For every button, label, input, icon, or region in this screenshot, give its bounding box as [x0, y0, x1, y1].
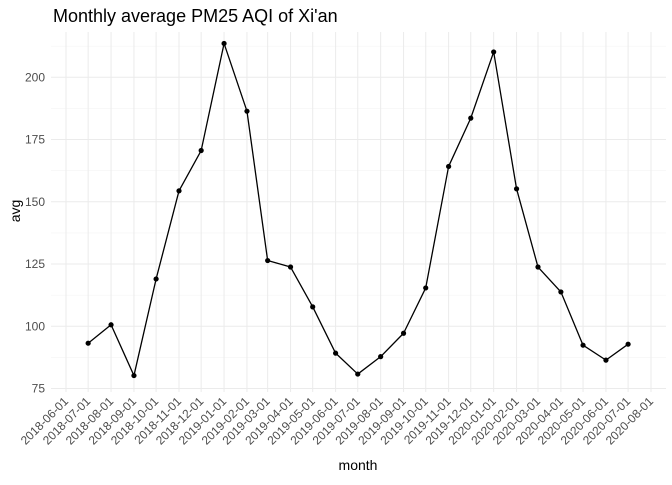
y-tick-label: 150	[25, 195, 45, 209]
data-point	[580, 342, 586, 348]
data-point	[287, 264, 294, 270]
grid-lines	[51, 32, 666, 392]
data-point	[221, 40, 227, 47]
data-point	[558, 289, 564, 295]
data-point	[446, 163, 452, 170]
y-tick-label: 125	[25, 257, 45, 271]
data-point	[535, 264, 541, 270]
data-point	[355, 371, 361, 377]
data-point	[131, 372, 137, 379]
x-axis-title: month	[339, 457, 378, 473]
data-point	[333, 350, 339, 356]
y-axis-title: avg	[7, 200, 23, 223]
data-point	[625, 341, 631, 347]
series-group	[85, 40, 631, 379]
y-tick-label: 175	[25, 133, 45, 147]
data-point	[244, 108, 250, 114]
data-point	[85, 340, 91, 346]
data-point	[603, 357, 609, 363]
data-point	[265, 257, 271, 264]
y-tick-label: 75	[32, 382, 46, 396]
y-tick-label: 200	[25, 70, 45, 84]
data-point	[108, 322, 114, 328]
data-point	[153, 276, 159, 282]
data-point	[491, 49, 497, 55]
data-point	[310, 304, 316, 310]
x-axis-tick-labels: 2018-06-012018-07-012018-08-012018-09-01…	[18, 394, 657, 448]
y-tick-label: 100	[25, 319, 45, 333]
data-point	[378, 354, 384, 360]
data-point	[400, 330, 407, 336]
data-point	[468, 115, 474, 121]
data-point	[198, 147, 204, 154]
chart-title: Monthly average PM25 AQI of Xi'an	[53, 6, 338, 26]
y-axis-tick-labels: 75 100 125 150 175 200	[25, 70, 45, 395]
data-point	[423, 285, 429, 291]
data-point	[513, 186, 520, 192]
data-point	[176, 188, 182, 194]
